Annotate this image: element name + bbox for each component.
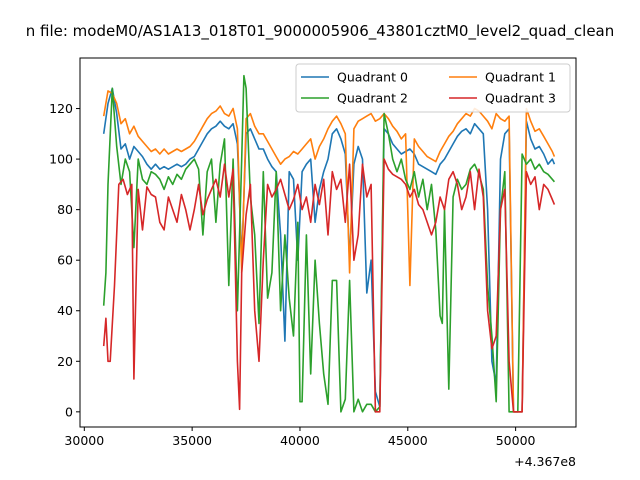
axis-layer: 30000 35000 40000 45000 50000 0 20 40 60 80 100 120 xyxy=(49,101,535,448)
legend-label: Quadrant 3 xyxy=(485,91,556,106)
legend-label: Quadrant 0 xyxy=(337,70,408,85)
y-tick-label: 80 xyxy=(57,202,73,217)
legend-label: Quadrant 1 xyxy=(485,70,556,85)
x-tick-label: 50000 xyxy=(496,433,536,448)
y-tick-label: 120 xyxy=(49,101,73,116)
y-tick-label: 40 xyxy=(57,303,73,318)
legend-box xyxy=(295,63,571,113)
y-tick-label: 100 xyxy=(49,152,73,167)
x-tick-label: 35000 xyxy=(172,433,212,448)
series-line-quadrant-1 xyxy=(102,90,556,413)
series-line-quadrant-0 xyxy=(102,87,556,413)
y-tick-label: 20 xyxy=(57,354,73,369)
legend-label: Quadrant 2 xyxy=(337,91,408,106)
x-tick-label: 40000 xyxy=(280,433,320,448)
series-line-quadrant-3 xyxy=(102,158,556,413)
legend: Quadrant 0 Quadrant 1 Quadrant 2 Quadrant 3 xyxy=(295,63,571,113)
y-tick-label: 60 xyxy=(57,253,73,268)
x-offset-label: +4.367e8 xyxy=(514,454,576,469)
x-tick-label: 45000 xyxy=(388,433,428,448)
series-layer xyxy=(102,74,556,413)
x-tick-label: 30000 xyxy=(64,433,104,448)
chart-title: n file: modeM0/AS1A13_018T01_9000005906_… xyxy=(26,22,615,41)
plot-frame xyxy=(79,57,577,428)
y-tick-label: 0 xyxy=(65,404,73,419)
